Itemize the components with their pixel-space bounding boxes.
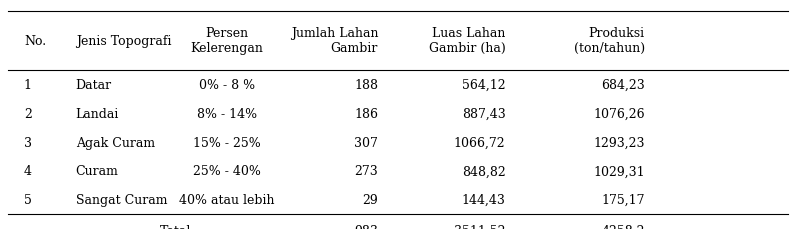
Text: Produksi
(ton/tahun): Produksi (ton/tahun) <box>574 27 645 55</box>
Text: 273: 273 <box>354 165 378 178</box>
Text: 188: 188 <box>354 79 378 92</box>
Text: 3: 3 <box>24 136 32 149</box>
Text: Jumlah Lahan
Gambir: Jumlah Lahan Gambir <box>291 27 378 55</box>
Text: Jenis Topografi: Jenis Topografi <box>76 35 171 48</box>
Text: Luas Lahan
Gambir (ha): Luas Lahan Gambir (ha) <box>429 27 505 55</box>
Text: Curam: Curam <box>76 165 119 178</box>
Text: 25% - 40%: 25% - 40% <box>193 165 261 178</box>
Text: 144,43: 144,43 <box>462 193 505 206</box>
Text: 29: 29 <box>362 193 378 206</box>
Text: 307: 307 <box>354 136 378 149</box>
Text: 0% - 8 %: 0% - 8 % <box>199 79 255 92</box>
Text: 15% - 25%: 15% - 25% <box>193 136 261 149</box>
Text: No.: No. <box>24 35 46 48</box>
Text: 4: 4 <box>24 165 32 178</box>
Text: 3511,52: 3511,52 <box>454 224 505 229</box>
Text: 186: 186 <box>354 107 378 120</box>
Text: 4258,2: 4258,2 <box>601 224 645 229</box>
Text: Landai: Landai <box>76 107 119 120</box>
Text: 1029,31: 1029,31 <box>593 165 645 178</box>
Text: 5: 5 <box>24 193 32 206</box>
Text: Sangat Curam: Sangat Curam <box>76 193 167 206</box>
Text: Persen
Kelerengan: Persen Kelerengan <box>190 27 263 55</box>
Text: 887,43: 887,43 <box>462 107 505 120</box>
Text: 40% atau lebih: 40% atau lebih <box>179 193 275 206</box>
Text: 1: 1 <box>24 79 32 92</box>
Text: 1076,26: 1076,26 <box>593 107 645 120</box>
Text: Total: Total <box>159 224 191 229</box>
Text: 8% - 14%: 8% - 14% <box>197 107 257 120</box>
Text: 983: 983 <box>354 224 378 229</box>
Text: Datar: Datar <box>76 79 111 92</box>
Text: 684,23: 684,23 <box>601 79 645 92</box>
Text: 564,12: 564,12 <box>462 79 505 92</box>
Text: 848,82: 848,82 <box>462 165 505 178</box>
Text: Agak Curam: Agak Curam <box>76 136 154 149</box>
Text: 1293,23: 1293,23 <box>593 136 645 149</box>
Text: 1066,72: 1066,72 <box>454 136 505 149</box>
Text: 2: 2 <box>24 107 32 120</box>
Text: 175,17: 175,17 <box>601 193 645 206</box>
